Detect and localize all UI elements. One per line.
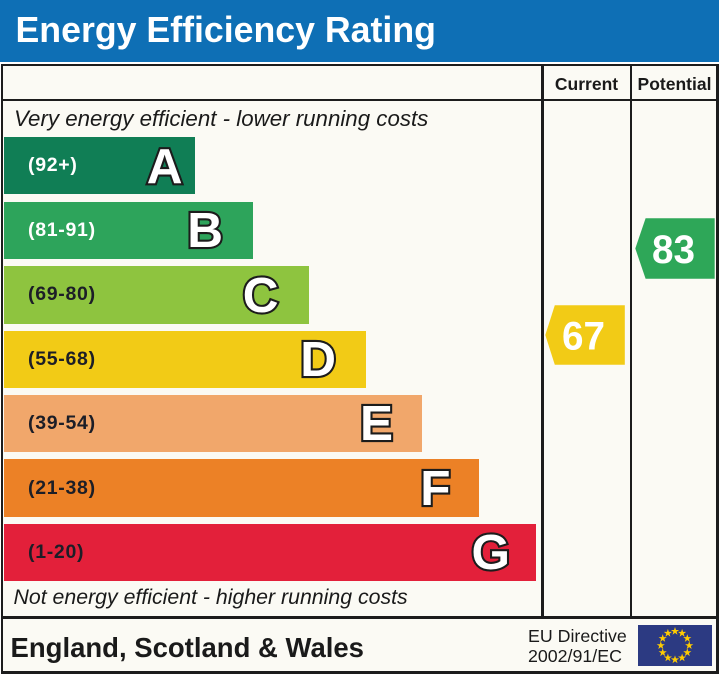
svg-text:67: 67 (562, 314, 605, 358)
svg-text:83: 83 (652, 228, 695, 272)
